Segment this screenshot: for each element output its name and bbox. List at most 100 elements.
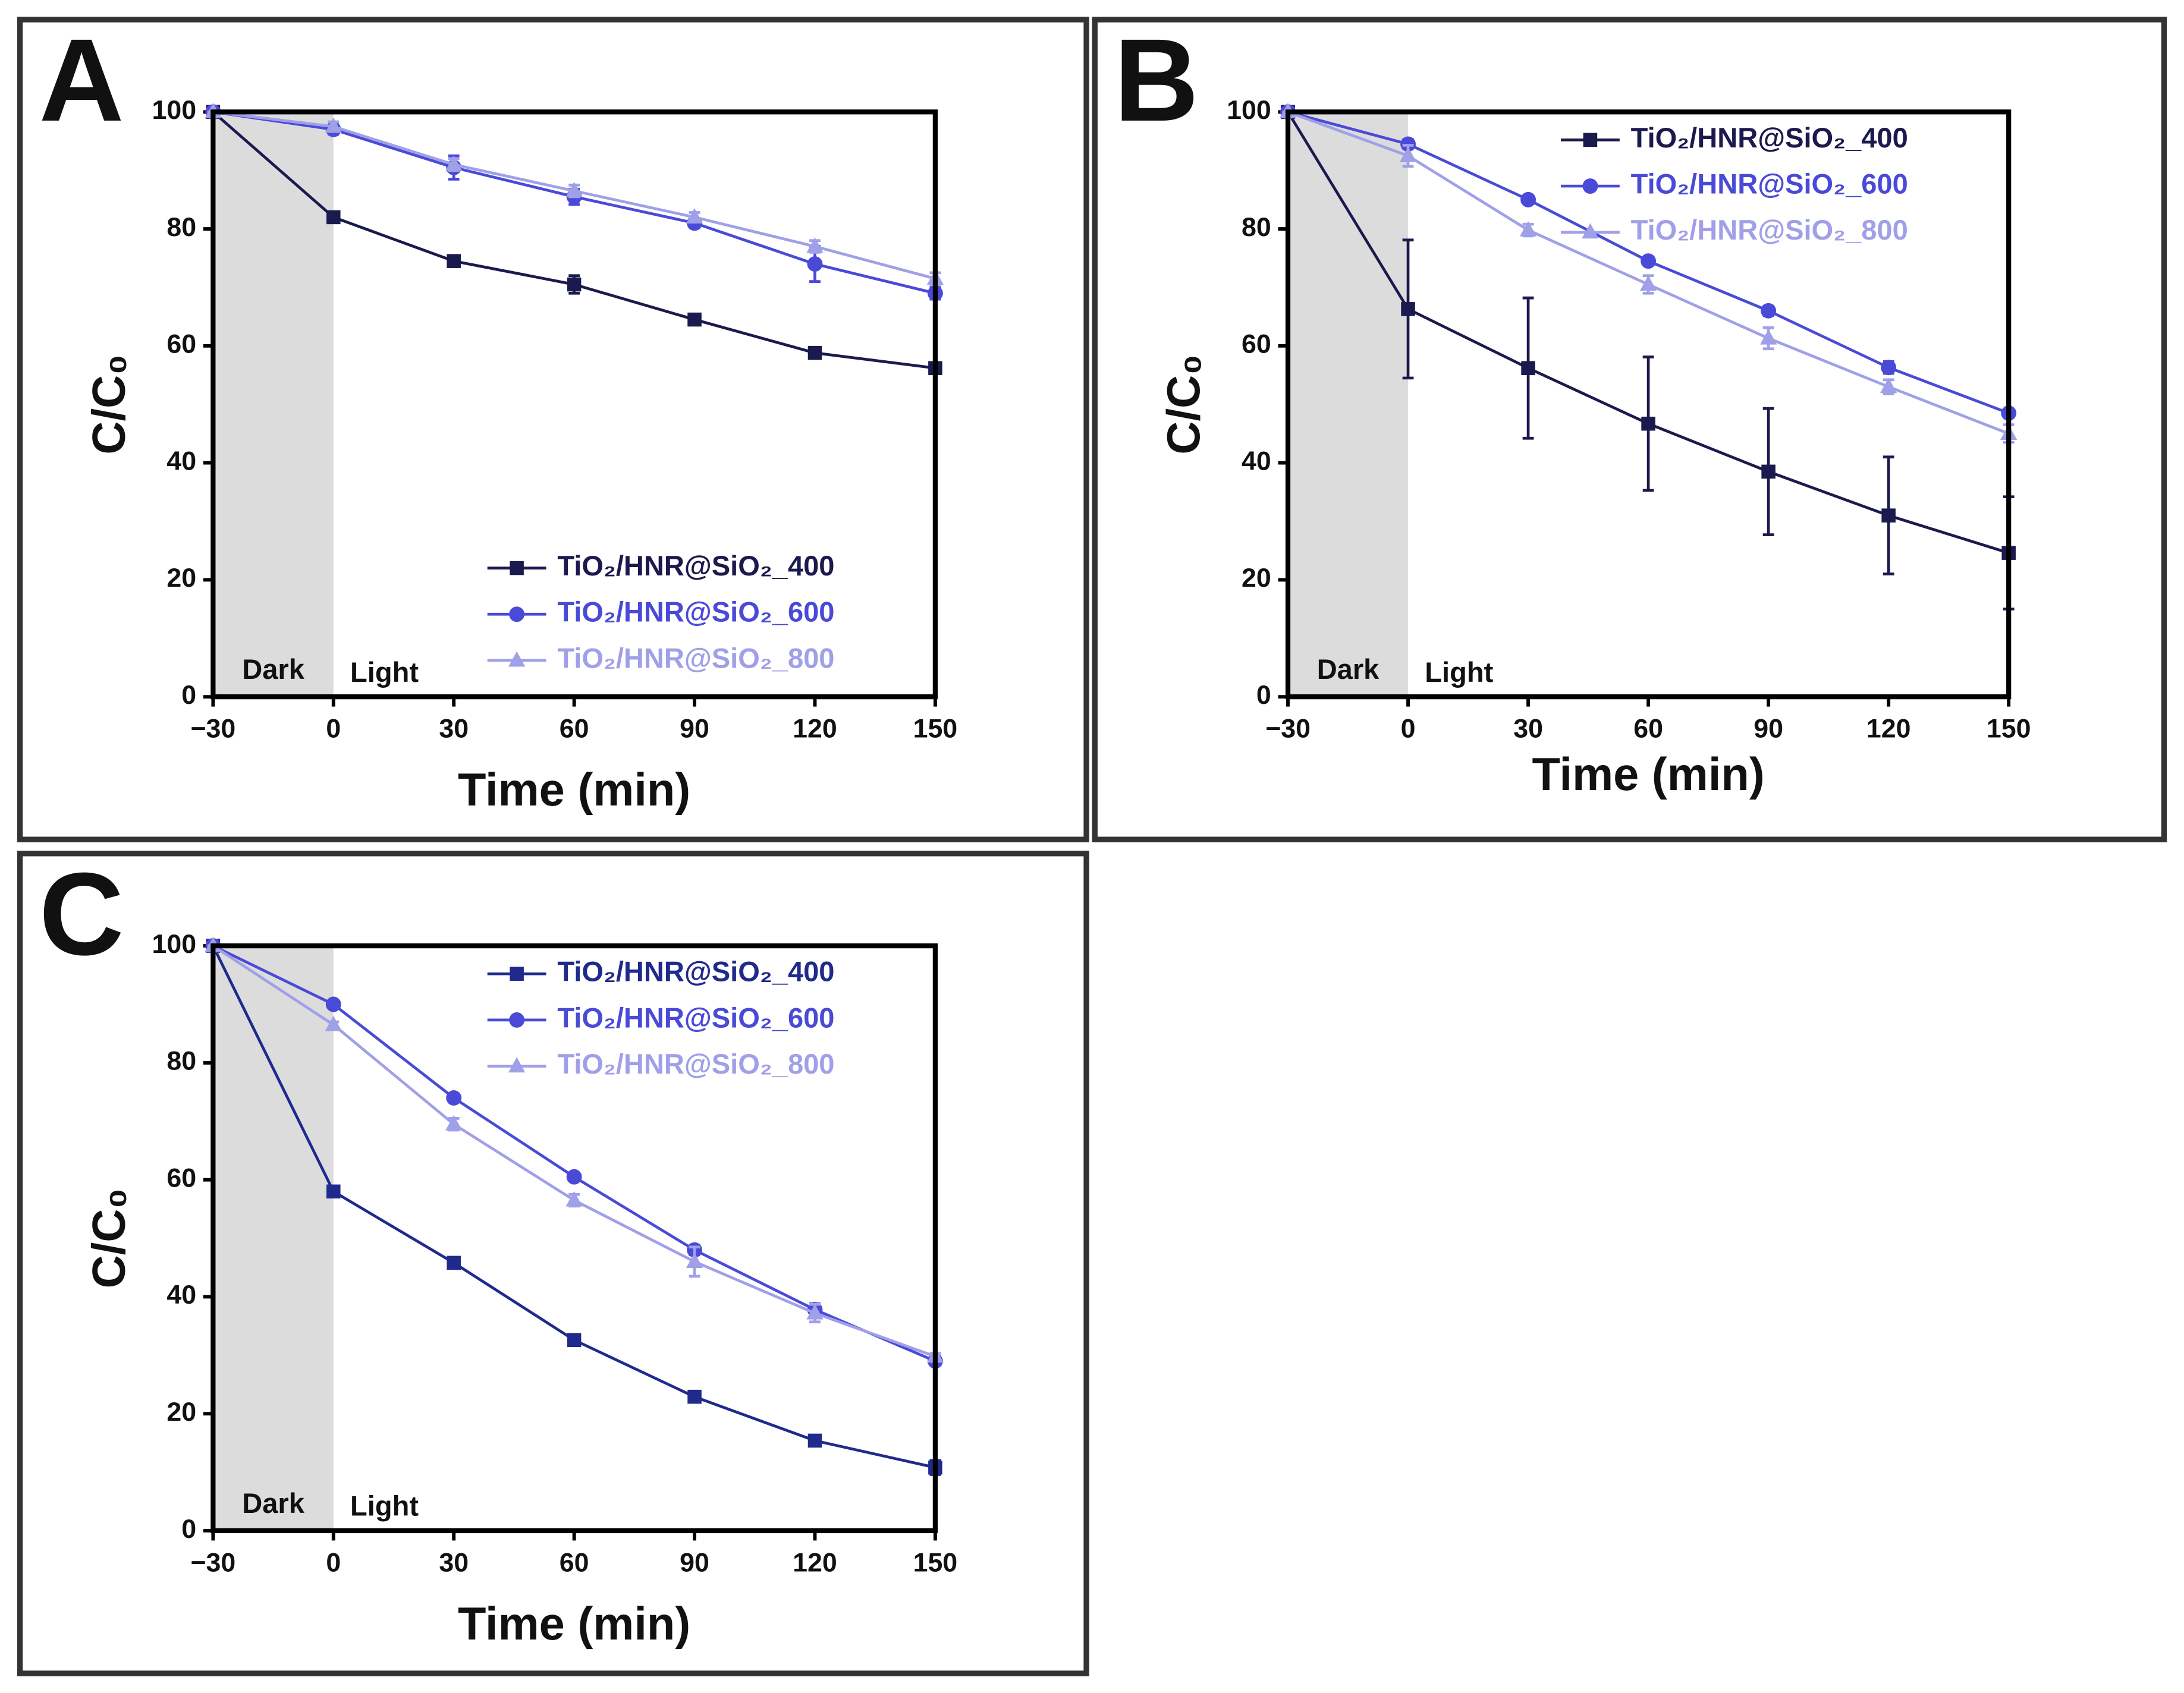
- x-tick-label: 150: [913, 1548, 958, 1577]
- x-tick-label: 120: [793, 714, 837, 743]
- plot-frame: [210, 109, 938, 700]
- marker: [325, 1015, 342, 1031]
- marker: [447, 254, 461, 268]
- legend-label: TiO₂/HNR@SiO₂_800: [557, 642, 834, 674]
- marker: [686, 1253, 703, 1268]
- legend-label: TiO₂/HNR@SiO₂_400: [557, 550, 834, 581]
- dark-region: [213, 112, 334, 697]
- x-tick-label: 0: [1401, 714, 1416, 743]
- x-tick-label: 150: [1987, 714, 2031, 743]
- x-tick-label: 0: [326, 714, 341, 743]
- marker: [807, 1433, 822, 1448]
- y-tick-label: 40: [166, 446, 196, 476]
- panel-frame: [1092, 17, 2167, 842]
- marker: [510, 561, 524, 575]
- legend-label: TiO₂/HNR@SiO₂_400: [1631, 122, 1908, 153]
- panel-frame: [17, 851, 1089, 1676]
- x-tick-label: 90: [680, 714, 709, 743]
- x-tick-label: −30: [190, 1548, 235, 1577]
- marker: [509, 606, 525, 622]
- legend-label: TiO₂/HNR@SiO₂_800: [1631, 214, 1908, 246]
- legend-label: TiO₂/HNR@SiO₂_600: [557, 596, 834, 628]
- marker: [1761, 464, 1776, 479]
- x-tick-label: 120: [793, 1548, 837, 1577]
- marker: [1521, 361, 1535, 375]
- marker: [1881, 508, 1896, 523]
- marker: [806, 237, 824, 253]
- marker: [1641, 416, 1655, 431]
- marker: [445, 1115, 463, 1131]
- y-tick-label: 80: [1242, 213, 1271, 242]
- marker: [326, 1184, 341, 1199]
- chart-panel: Dark Light A 0 20 40 60 80 100 −30 0 30 60 90 120 150 Ti…: [17, 14, 1089, 842]
- y-axis-title: C/C₀: [83, 1188, 134, 1289]
- y-tick-label: 100: [152, 930, 196, 959]
- x-tick-label: 60: [1633, 714, 1663, 743]
- x-tick-label: 60: [560, 714, 589, 743]
- marker: [565, 181, 583, 197]
- marker: [1519, 221, 1537, 237]
- marker: [1641, 253, 1657, 269]
- marker: [807, 345, 822, 360]
- annotation: Dark: [242, 1487, 304, 1519]
- y-tick-label: 80: [166, 213, 196, 242]
- marker: [1401, 302, 1415, 316]
- x-tick-label: 90: [1754, 714, 1783, 743]
- y-tick-label: 60: [166, 1163, 196, 1192]
- y-tick-label: 0: [181, 1515, 196, 1544]
- y-tick-label: 80: [166, 1047, 196, 1076]
- x-tick-label: 60: [560, 1548, 589, 1577]
- x-tick-label: 30: [439, 714, 469, 743]
- x-tick-label: −30: [1265, 714, 1311, 743]
- annotation: Light: [350, 1490, 419, 1522]
- x-axis-title: Time (min): [458, 764, 690, 816]
- dark-region: [1288, 112, 1409, 697]
- marker: [1583, 133, 1598, 147]
- annotation: Dark: [242, 653, 304, 685]
- marker: [566, 1169, 582, 1185]
- marker: [1399, 146, 1417, 162]
- marker: [1582, 178, 1598, 194]
- marker: [1760, 329, 1777, 345]
- x-tick-label: 120: [1866, 714, 1911, 743]
- marker: [1761, 303, 1777, 319]
- plot-frame: [210, 943, 938, 1534]
- marker: [508, 651, 526, 667]
- legend-label: TiO₂/HNR@SiO₂_800: [557, 1048, 834, 1080]
- marker: [325, 117, 342, 133]
- panel-label: C: [39, 848, 124, 980]
- y-tick-label: 60: [166, 330, 196, 359]
- marker: [687, 1389, 702, 1404]
- marker: [567, 277, 582, 292]
- x-tick-label: 30: [1513, 714, 1543, 743]
- y-tick-label: 100: [152, 96, 196, 125]
- marker: [567, 1333, 582, 1348]
- marker: [807, 256, 823, 272]
- marker: [1881, 360, 1897, 376]
- y-axis-title: C/C₀: [83, 354, 134, 455]
- chart-panel: Dark Light C 0 20 40 60 80 100 −30 0 30 60 90 120 150 Ti…: [17, 848, 1089, 1676]
- y-tick-label: 40: [1242, 446, 1271, 476]
- marker: [326, 210, 341, 225]
- x-tick-label: 150: [913, 714, 958, 743]
- marker: [1880, 377, 1897, 394]
- y-tick-label: 60: [1242, 330, 1271, 359]
- marker: [1520, 191, 1536, 207]
- legend-label: TiO₂/HNR@SiO₂_600: [557, 1002, 834, 1033]
- x-axis-title: Time (min): [458, 1598, 690, 1650]
- y-tick-label: 100: [1227, 96, 1271, 125]
- panel-label: B: [1114, 14, 1199, 146]
- y-tick-label: 0: [181, 681, 196, 710]
- x-tick-label: 0: [326, 1548, 341, 1577]
- x-axis-title: Time (min): [1532, 749, 1765, 800]
- y-tick-label: 20: [166, 1398, 196, 1427]
- panel-frame: [17, 17, 1089, 842]
- x-tick-label: 90: [680, 1548, 709, 1577]
- marker: [508, 1057, 526, 1073]
- legend-label: TiO₂/HNR@SiO₂_600: [1631, 168, 1908, 199]
- annotation: Light: [1425, 656, 1493, 688]
- marker: [446, 1090, 462, 1106]
- y-tick-label: 20: [1242, 564, 1271, 593]
